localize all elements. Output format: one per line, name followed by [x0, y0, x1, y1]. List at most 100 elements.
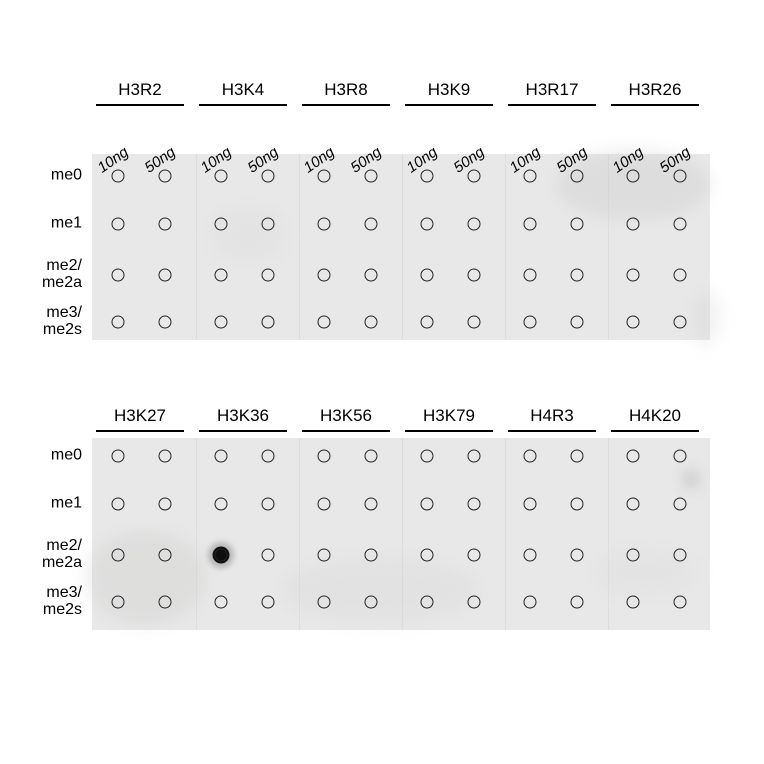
spot-ring: [159, 269, 172, 282]
spot-ring: [571, 596, 584, 609]
spot-ring: [421, 170, 434, 183]
spot-ring: [571, 450, 584, 463]
spot-ring: [674, 596, 687, 609]
blot-smudge: [690, 290, 720, 345]
column-rule: [508, 104, 596, 106]
spot-ring: [468, 316, 481, 329]
spot-ring: [627, 549, 640, 562]
spot-ring: [421, 596, 434, 609]
row-label: me1: [22, 496, 82, 513]
spot-ring: [674, 170, 687, 183]
spot-ring: [468, 549, 481, 562]
column-header: H3K9: [428, 80, 471, 100]
column-rule: [302, 430, 390, 432]
column-rule: [96, 104, 184, 106]
spot-ring: [627, 269, 640, 282]
column-header: H3R2: [118, 80, 161, 100]
spot-ring: [159, 498, 172, 511]
spot-ring: [524, 170, 537, 183]
spot-ring: [421, 450, 434, 463]
column-rule: [611, 104, 699, 106]
spot-ring: [674, 450, 687, 463]
spot-ring: [627, 218, 640, 231]
column-header: H3K4: [222, 80, 265, 100]
spot-ring: [159, 218, 172, 231]
blot-smudge: [86, 530, 206, 625]
column-rule: [405, 430, 493, 432]
spot-ring: [215, 450, 228, 463]
spot-ring: [524, 269, 537, 282]
row-label: me2/me2a: [22, 258, 82, 292]
spot-ring: [421, 316, 434, 329]
spot-ring: [627, 170, 640, 183]
spot-ring: [421, 498, 434, 511]
spot-ring: [112, 549, 125, 562]
spot-ring: [627, 596, 640, 609]
spot-ring: [215, 316, 228, 329]
column-rule: [508, 430, 596, 432]
column-header: H4K20: [629, 406, 681, 426]
spot-ring: [365, 218, 378, 231]
lane-divider: [402, 154, 403, 340]
column-rule: [611, 430, 699, 432]
spot-ring: [524, 549, 537, 562]
spot-ring: [262, 596, 275, 609]
spot-ring: [215, 218, 228, 231]
row-label: me3/me2s: [22, 585, 82, 619]
blot-smudge: [686, 474, 696, 484]
row-label: me3/me2s: [22, 305, 82, 339]
spot-ring: [318, 269, 331, 282]
spot-ring: [318, 549, 331, 562]
lane-divider: [299, 154, 300, 340]
lane-divider: [505, 154, 506, 340]
spot-ring: [262, 218, 275, 231]
spot-ring: [524, 218, 537, 231]
spot-ring: [262, 316, 275, 329]
spot-ring: [468, 218, 481, 231]
spot-ring: [318, 450, 331, 463]
spot-ring: [318, 170, 331, 183]
spot-ring: [215, 596, 228, 609]
spot-ring: [674, 549, 687, 562]
spot-ring: [468, 498, 481, 511]
spot-ring: [159, 170, 172, 183]
column-header: H3R17: [526, 80, 579, 100]
spot-ring: [262, 450, 275, 463]
column-header: H3R8: [324, 80, 367, 100]
column-rule: [96, 430, 184, 432]
spot-ring: [627, 498, 640, 511]
spot-ring: [627, 316, 640, 329]
spot-ring: [159, 450, 172, 463]
spot-ring: [318, 498, 331, 511]
spot-ring: [468, 269, 481, 282]
row-label: me0: [22, 168, 82, 185]
spot-ring: [571, 269, 584, 282]
spot-ring: [112, 218, 125, 231]
spot-ring: [674, 316, 687, 329]
spot-ring: [524, 596, 537, 609]
spot-ring: [159, 596, 172, 609]
spot-ring: [262, 498, 275, 511]
spot-ring: [112, 170, 125, 183]
spot-ring: [468, 596, 481, 609]
spot-ring: [262, 170, 275, 183]
spot-ring: [365, 498, 378, 511]
spot-ring: [365, 450, 378, 463]
row-label: me2/me2a: [22, 538, 82, 572]
spot-ring: [571, 549, 584, 562]
blot-smudge: [208, 205, 288, 265]
row-label: me0: [22, 448, 82, 465]
spot-ring: [571, 218, 584, 231]
spot-ring: [365, 269, 378, 282]
spot-ring: [318, 316, 331, 329]
spot-ring: [112, 498, 125, 511]
column-header: H3R26: [629, 80, 682, 100]
row-label: me1: [22, 216, 82, 233]
spot-ring: [421, 269, 434, 282]
spot-ring: [365, 170, 378, 183]
lane-divider: [608, 438, 609, 630]
lane-divider: [505, 438, 506, 630]
spot-ring: [365, 549, 378, 562]
spot-ring: [421, 549, 434, 562]
spot-ring: [365, 316, 378, 329]
